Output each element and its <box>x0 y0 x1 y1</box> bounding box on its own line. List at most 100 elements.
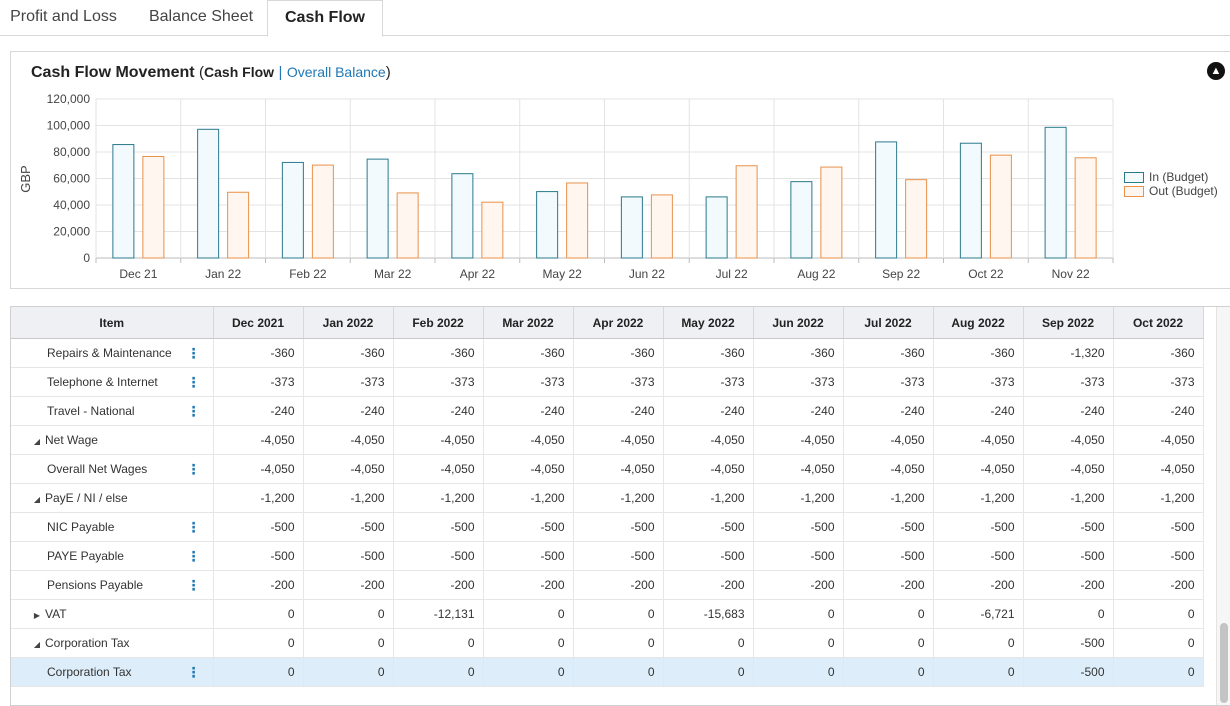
value-cell[interactable]: -200 <box>1023 570 1114 600</box>
value-cell[interactable]: -360 <box>663 338 754 368</box>
value-cell[interactable]: -1,200 <box>753 483 844 513</box>
column-header-item[interactable]: Item <box>11 307 214 339</box>
value-cell[interactable]: -373 <box>213 367 304 397</box>
value-cell[interactable]: -240 <box>573 396 664 426</box>
value-cell[interactable]: 0 <box>213 657 304 687</box>
value-cell[interactable]: 0 <box>843 657 934 687</box>
value-cell[interactable]: -500 <box>933 512 1024 542</box>
value-cell[interactable]: -500 <box>663 541 754 571</box>
column-header[interactable]: Dec 2021 <box>213 307 304 339</box>
overall-balance-link[interactable]: Overall Balance <box>286 64 386 80</box>
value-cell[interactable]: 0 <box>933 628 1024 658</box>
value-cell[interactable]: -200 <box>393 570 484 600</box>
value-cell[interactable]: -1,200 <box>1023 483 1114 513</box>
value-cell[interactable]: -200 <box>483 570 574 600</box>
row-menu-icon[interactable]: ⋮ <box>186 577 201 593</box>
value-cell[interactable]: -6,721 <box>933 599 1024 629</box>
value-cell[interactable]: -500 <box>933 541 1024 571</box>
value-cell[interactable]: -4,050 <box>933 425 1024 455</box>
value-cell[interactable]: 0 <box>1113 628 1204 658</box>
vertical-scrollbar[interactable] <box>1216 307 1230 705</box>
value-cell[interactable]: 0 <box>933 657 1024 687</box>
value-cell[interactable]: -360 <box>393 338 484 368</box>
value-cell[interactable]: -240 <box>213 396 304 426</box>
column-header[interactable]: Jun 2022 <box>753 307 844 339</box>
column-header[interactable]: Aug 2022 <box>933 307 1024 339</box>
value-cell[interactable]: -500 <box>483 512 574 542</box>
value-cell[interactable]: 0 <box>213 628 304 658</box>
value-cell[interactable]: -15,683 <box>663 599 754 629</box>
row-menu-icon[interactable]: ⋮ <box>186 403 201 419</box>
value-cell[interactable]: -4,050 <box>393 454 484 484</box>
value-cell[interactable]: -1,200 <box>213 483 304 513</box>
value-cell[interactable]: -360 <box>1113 338 1204 368</box>
value-cell[interactable]: -500 <box>1023 512 1114 542</box>
row-menu-icon[interactable]: ⋮ <box>186 461 201 477</box>
value-cell[interactable]: -200 <box>213 570 304 600</box>
value-cell[interactable]: 0 <box>663 628 754 658</box>
value-cell[interactable]: -200 <box>303 570 394 600</box>
value-cell[interactable]: -500 <box>1113 541 1204 571</box>
value-cell[interactable]: 0 <box>303 657 394 687</box>
value-cell[interactable]: -240 <box>753 396 844 426</box>
value-cell[interactable]: -360 <box>573 338 664 368</box>
value-cell[interactable]: -4,050 <box>303 425 394 455</box>
value-cell[interactable]: -4,050 <box>1023 425 1114 455</box>
column-header[interactable]: May 2022 <box>663 307 754 339</box>
value-cell[interactable]: -500 <box>573 541 664 571</box>
value-cell[interactable]: -240 <box>483 396 574 426</box>
value-cell[interactable]: -500 <box>213 541 304 571</box>
value-cell[interactable]: -500 <box>1113 512 1204 542</box>
column-header[interactable]: Apr 2022 <box>573 307 664 339</box>
value-cell[interactable]: 0 <box>483 628 574 658</box>
value-cell[interactable]: -1,320 <box>1023 338 1114 368</box>
value-cell[interactable]: -373 <box>303 367 394 397</box>
value-cell[interactable]: 0 <box>393 657 484 687</box>
value-cell[interactable]: 0 <box>213 599 304 629</box>
value-cell[interactable]: 0 <box>303 599 394 629</box>
value-cell[interactable]: -4,050 <box>753 425 844 455</box>
value-cell[interactable]: -500 <box>843 541 934 571</box>
value-cell[interactable]: -4,050 <box>1023 454 1114 484</box>
value-cell[interactable]: 0 <box>753 628 844 658</box>
value-cell[interactable]: -500 <box>483 541 574 571</box>
column-header[interactable]: Feb 2022 <box>393 307 484 339</box>
value-cell[interactable]: -1,200 <box>483 483 574 513</box>
value-cell[interactable]: -500 <box>303 512 394 542</box>
table-row[interactable]: NIC Payable ⋮ -500 -500 -500 -500 -500 -500 -500… <box>11 512 1204 542</box>
value-cell[interactable]: -500 <box>393 512 484 542</box>
value-cell[interactable]: -200 <box>1113 570 1204 600</box>
row-menu-icon[interactable]: ⋮ <box>186 374 201 390</box>
value-cell[interactable]: -4,050 <box>483 425 574 455</box>
value-cell[interactable]: -200 <box>753 570 844 600</box>
value-cell[interactable]: -240 <box>1023 396 1114 426</box>
value-cell[interactable]: -500 <box>1023 657 1114 687</box>
value-cell[interactable]: -373 <box>573 367 664 397</box>
value-cell[interactable]: 0 <box>393 628 484 658</box>
expand-arrow-icon[interactable]: ▶ <box>33 611 41 620</box>
value-cell[interactable]: -1,200 <box>1113 483 1204 513</box>
value-cell[interactable]: -1,200 <box>573 483 664 513</box>
value-cell[interactable]: -373 <box>663 367 754 397</box>
value-cell[interactable]: 0 <box>843 628 934 658</box>
value-cell[interactable]: -373 <box>393 367 484 397</box>
value-cell[interactable]: -240 <box>933 396 1024 426</box>
value-cell[interactable]: -4,050 <box>843 425 934 455</box>
value-cell[interactable]: -4,050 <box>303 454 394 484</box>
value-cell[interactable]: 0 <box>1113 657 1204 687</box>
collapse-arrow-icon[interactable]: ◢ <box>33 640 41 649</box>
value-cell[interactable]: -1,200 <box>393 483 484 513</box>
value-cell[interactable]: -240 <box>303 396 394 426</box>
value-cell[interactable]: -500 <box>573 512 664 542</box>
collapse-arrow-icon[interactable]: ◢ <box>33 495 41 504</box>
value-cell[interactable]: -1,200 <box>303 483 394 513</box>
value-cell[interactable]: -4,050 <box>753 454 844 484</box>
value-cell[interactable]: -4,050 <box>393 425 484 455</box>
column-header[interactable]: Mar 2022 <box>483 307 574 339</box>
value-cell[interactable]: -373 <box>483 367 574 397</box>
value-cell[interactable]: -4,050 <box>933 454 1024 484</box>
table-row[interactable]: Telephone & Internet ⋮ -373 -373 -373 -373 -37… <box>11 367 1204 397</box>
value-cell[interactable]: 0 <box>753 657 844 687</box>
value-cell[interactable]: 0 <box>303 628 394 658</box>
value-cell[interactable]: -4,050 <box>213 454 304 484</box>
